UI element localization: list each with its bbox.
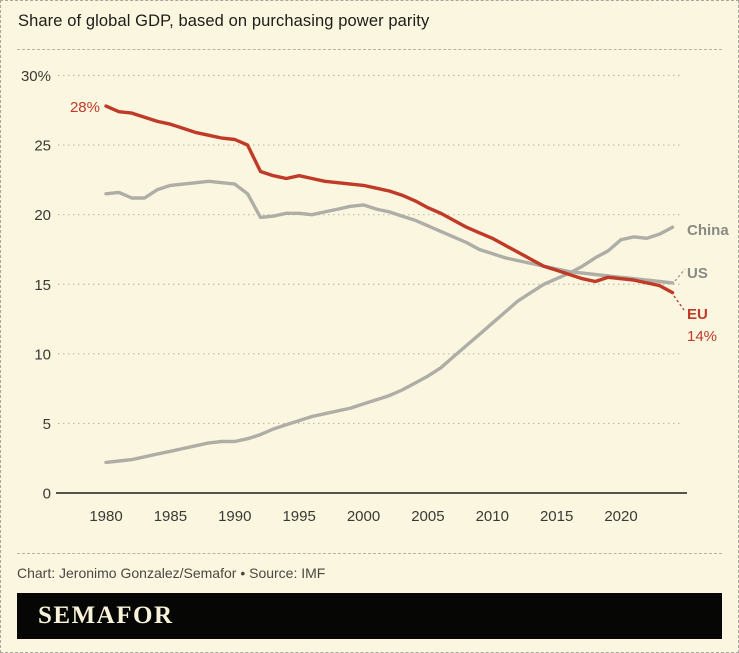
eu-leader-line <box>673 295 685 311</box>
series-line-us <box>104 179 675 285</box>
series-annotations: 28% China US EU 14% <box>70 99 729 345</box>
series-end-label-eu: EU <box>687 306 708 323</box>
series-line-china <box>104 225 675 465</box>
x-tick-label-1980: 1980 <box>89 508 122 525</box>
credit-line: Chart: Jeronimo Gonzalez/Semafor • Sourc… <box>17 565 326 581</box>
us-leader-line <box>674 268 686 282</box>
x-tick-label-2020: 2020 <box>604 508 637 525</box>
chart-title: Share of global GDP, based on purchasing… <box>18 12 430 30</box>
x-tick-label-1995: 1995 <box>282 508 315 525</box>
y-tick-label-25: 25 <box>34 138 51 155</box>
y-tick-label-30: 30% <box>21 68 51 85</box>
series-end-label-us: US <box>687 265 708 282</box>
title-separator <box>17 49 722 50</box>
eu-start-value-label: 28% <box>70 99 100 116</box>
eu-end-value-label: 14% <box>687 328 717 345</box>
y-tick-labels: 0 5 10 15 20 25 30% <box>21 68 51 503</box>
x-tick-label-2005: 2005 <box>411 508 444 525</box>
x-tick-label-1985: 1985 <box>154 508 187 525</box>
leader-lines <box>673 268 686 311</box>
x-tick-label-2000: 2000 <box>347 508 380 525</box>
semafor-wordmark: SEMAFOR <box>38 602 174 629</box>
series-end-label-china: China <box>687 222 729 239</box>
y-tick-label-0: 0 <box>43 486 51 503</box>
x-tick-label-1990: 1990 <box>218 508 251 525</box>
semafor-logo-bar: SEMAFOR <box>17 593 722 639</box>
y-tick-label-10: 10 <box>34 346 51 363</box>
y-tick-label-5: 5 <box>43 416 51 433</box>
y-tick-label-20: 20 <box>34 207 51 224</box>
series-line-eu <box>104 104 675 295</box>
x-tick-label-2010: 2010 <box>476 508 509 525</box>
gridlines <box>58 74 682 425</box>
x-tick-label-2015: 2015 <box>540 508 573 525</box>
footer-separator <box>17 553 722 554</box>
series-lines <box>104 104 675 465</box>
y-tick-label-15: 15 <box>34 277 51 294</box>
x-tick-labels: 1980 1985 1990 1995 2000 2005 2010 2015 2020 <box>89 508 637 525</box>
